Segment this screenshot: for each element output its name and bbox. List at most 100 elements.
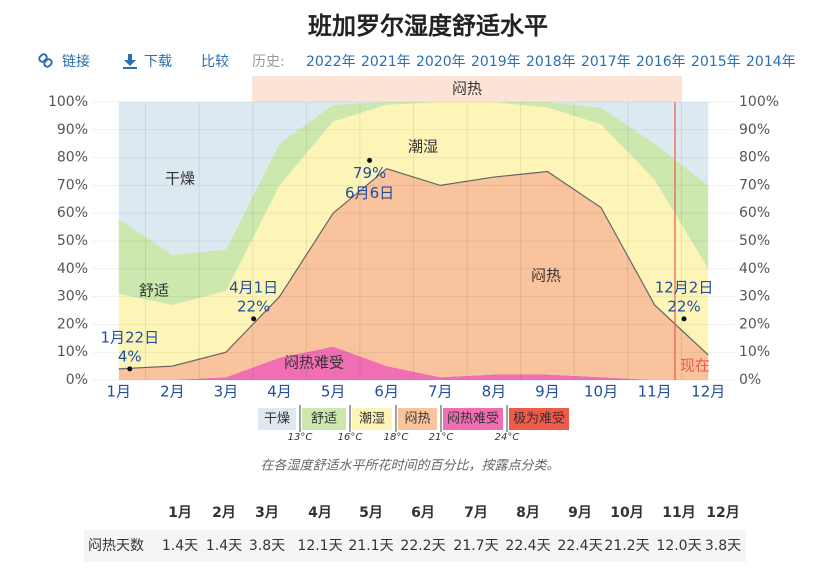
legend-swatch <box>398 408 437 430</box>
x-tick-label: 1月 <box>107 383 132 401</box>
x-tick-label: 11月 <box>638 383 672 401</box>
area <box>118 102 709 305</box>
x-tick-label: 3月 <box>214 383 239 401</box>
x-tick-label: 4月 <box>267 383 292 401</box>
annotation-value: 22% <box>237 297 270 315</box>
area <box>118 102 709 369</box>
year-link[interactable]: 2017年 <box>581 54 631 70</box>
season-band <box>252 76 682 102</box>
region-label: 闷热难受 <box>284 354 344 372</box>
y-tick-label-right: 0% <box>739 372 761 388</box>
region-label: 干燥 <box>165 170 195 188</box>
y-tick-label-right: 20% <box>739 316 770 332</box>
table-header: 6月 <box>411 505 435 521</box>
annotation-value: 79% <box>353 164 386 182</box>
y-tick-label: 80% <box>57 150 88 166</box>
region-label: 闷热 <box>531 267 561 285</box>
table-header: 2月 <box>212 505 236 521</box>
annotation-value: 4% <box>118 347 142 365</box>
toolbar-link[interactable]: 链接 <box>62 53 90 70</box>
table-header: 7月 <box>464 505 488 521</box>
table-cell: 3.8天 <box>249 538 285 554</box>
y-tick-label: 0% <box>66 372 88 388</box>
x-tick-label: 8月 <box>482 383 507 401</box>
plot <box>118 102 709 380</box>
annotation-date: 6月6日 <box>345 184 394 202</box>
year-link[interactable]: 2016年 <box>636 54 686 70</box>
y-tick-label-right: 40% <box>739 261 770 277</box>
threshold-label: 24°C <box>495 432 520 443</box>
history-label: 历史: <box>252 54 285 70</box>
caption: 在各湿度舒适水平所花时间的百分比，按露点分类。 <box>260 458 559 474</box>
toolbar-link[interactable]: 下载 <box>144 54 172 70</box>
row-label: 闷热天数 <box>88 538 144 554</box>
y-tick-label-right: 100% <box>739 94 779 110</box>
chart-title: 班加罗尔湿度舒适水平 <box>308 12 548 40</box>
y-tick-label: 90% <box>57 122 88 138</box>
legend-label: 舒适 <box>311 412 337 427</box>
annotation-date: 12月2日 <box>655 278 714 296</box>
y-tick-label-right: 80% <box>739 150 770 166</box>
y-tick-label: 30% <box>57 289 88 305</box>
table-cell: 21.7天 <box>453 538 498 554</box>
download-icon <box>123 54 137 69</box>
table-cell: 21.1天 <box>348 538 393 554</box>
x-tick-label: 6月 <box>374 383 399 401</box>
y-tick-label-right: 60% <box>739 205 770 221</box>
y-tick-label: 20% <box>57 316 88 332</box>
legend-label: 干燥 <box>264 412 290 427</box>
table-cell: 22.2天 <box>400 538 445 554</box>
y-tick-label: 70% <box>57 177 88 193</box>
annotation-value: 22% <box>667 297 700 315</box>
table-header: 3月 <box>255 505 279 521</box>
y-tick-label-right: 10% <box>739 344 770 360</box>
table-cell: 1.4天 <box>162 538 198 554</box>
table-cell: 1.4天 <box>206 538 242 554</box>
annotation-point <box>127 366 133 372</box>
table-cell: 22.4天 <box>557 538 602 554</box>
y-tick-label: 40% <box>57 261 88 277</box>
area <box>118 168 709 380</box>
x-tick-label: 10月 <box>584 383 618 401</box>
area <box>118 102 709 255</box>
x-tick-label: 9月 <box>535 383 560 401</box>
legend-swatch <box>258 408 296 430</box>
table-header: 1月 <box>168 505 192 521</box>
y-tick-label: 50% <box>57 233 88 249</box>
legend-swatch <box>352 408 392 430</box>
y-tick-label-right: 90% <box>739 122 770 138</box>
year-link[interactable]: 2019年 <box>471 54 521 70</box>
year-link[interactable]: 2020年 <box>416 54 466 70</box>
muggy-line <box>118 168 709 370</box>
y-tick-label: 100% <box>48 94 88 110</box>
legend-label: 闷热 <box>404 412 430 427</box>
table-cell: 12.1天 <box>297 538 342 554</box>
year-link[interactable]: 2022年 <box>306 54 356 70</box>
legend-label: 潮湿 <box>359 412 385 427</box>
table-cell: 21.2天 <box>604 538 649 554</box>
table-cell: 3.8天 <box>705 538 741 554</box>
table-header: 12月 <box>706 505 739 521</box>
year-link[interactable]: 2014年 <box>746 54 796 70</box>
year-link[interactable]: 2018年 <box>526 54 576 70</box>
threshold-label: 16°C <box>338 432 363 443</box>
season-label: 闷热 <box>452 80 482 98</box>
y-tick-label-right: 30% <box>739 289 770 305</box>
table-header: 5月 <box>359 505 383 521</box>
area <box>118 346 709 380</box>
y-tick-label-right: 50% <box>739 233 770 249</box>
table-cell: 12.0天 <box>656 538 701 554</box>
year-link[interactable]: 2021年 <box>361 54 411 70</box>
table-cell: 22.4天 <box>505 538 550 554</box>
legend-swatch <box>509 408 569 430</box>
y-tick-label-right: 70% <box>739 177 770 193</box>
year-link[interactable]: 2015年 <box>691 54 741 70</box>
legend-swatch <box>443 408 503 430</box>
legend-label: 闷热难受 <box>447 412 499 427</box>
legend-label: 极为难受 <box>513 412 565 427</box>
table-header: 4月 <box>308 505 332 521</box>
annotation-point <box>681 316 687 322</box>
y-tick-label: 60% <box>57 205 88 221</box>
x-tick-label: 5月 <box>321 383 346 401</box>
toolbar-link[interactable]: 比较 <box>201 54 229 70</box>
